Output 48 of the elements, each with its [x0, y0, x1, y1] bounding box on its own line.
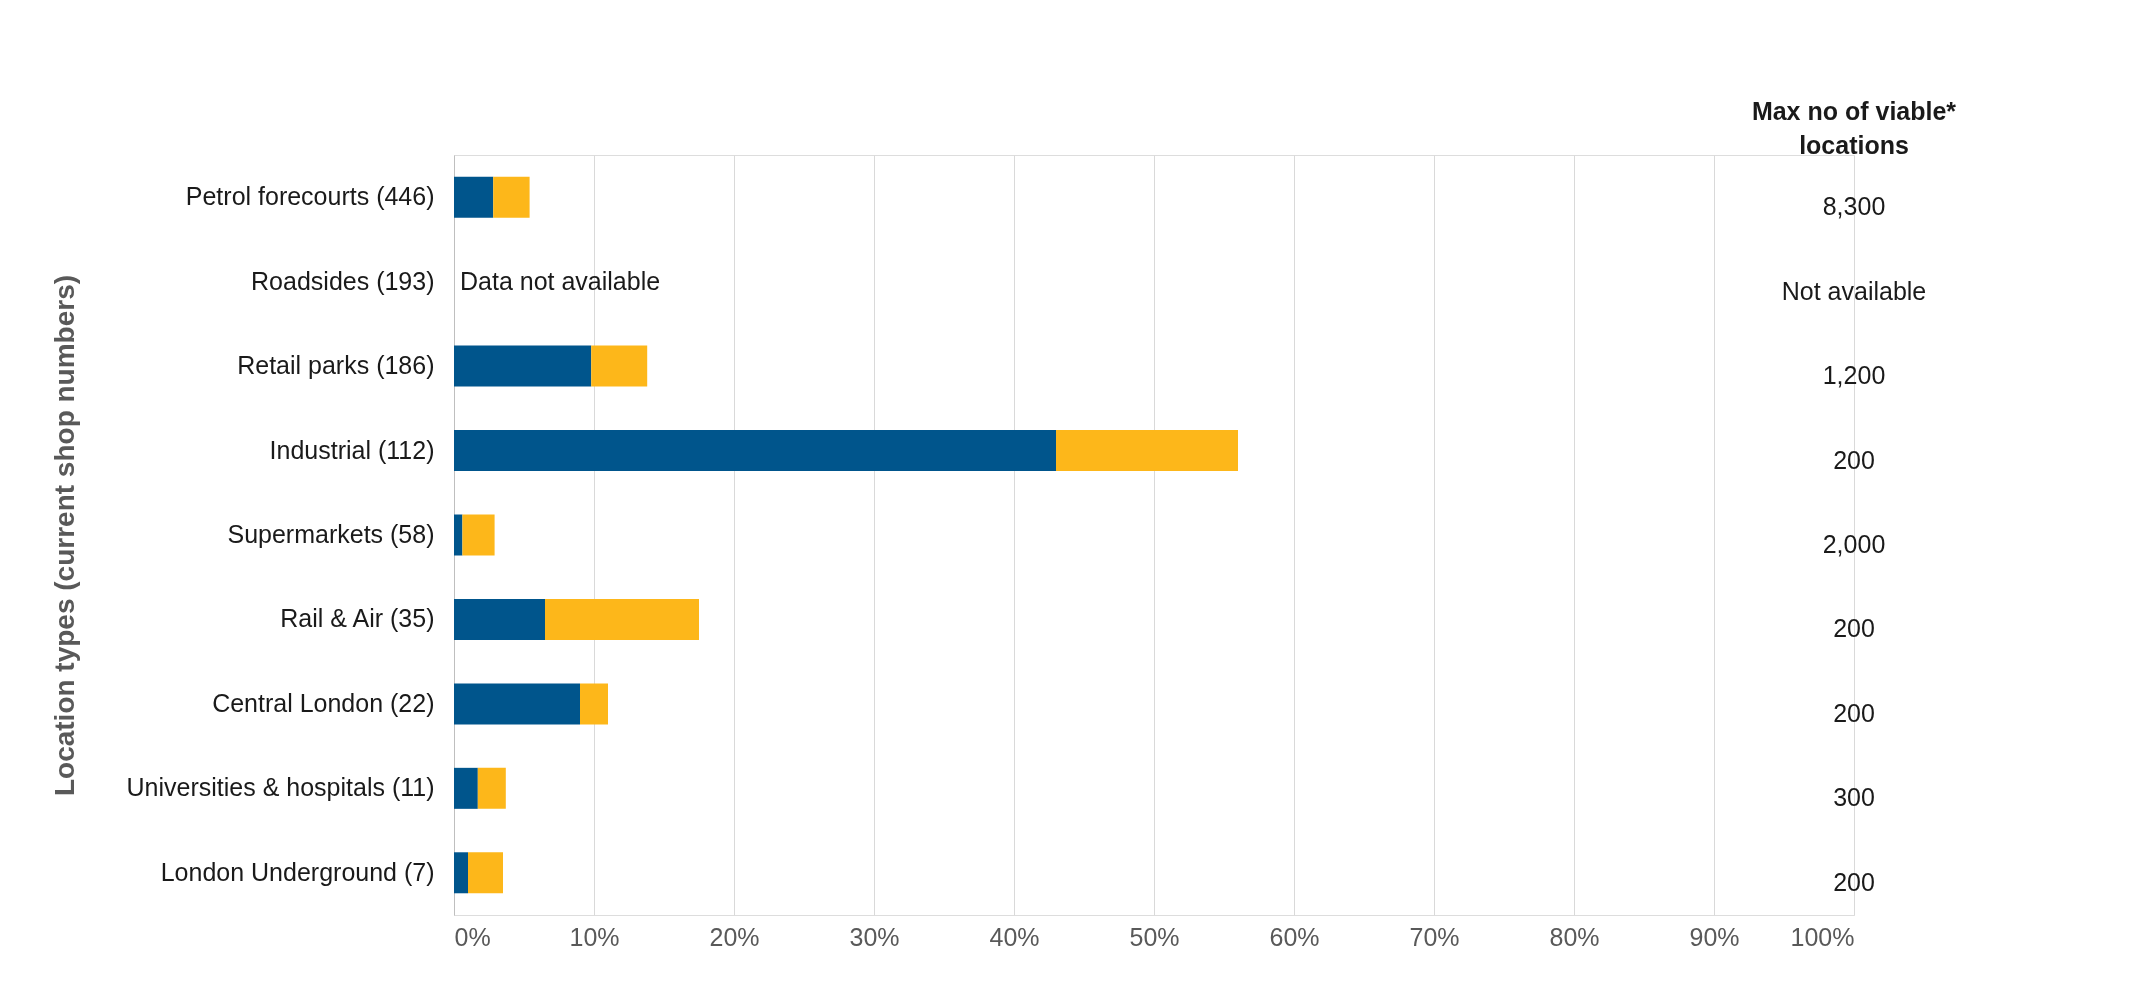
x-tick-label: 90% — [1689, 922, 1740, 951]
bar — [580, 683, 608, 725]
x-tick-label: 0% — [454, 922, 491, 951]
annotation: 200 — [1833, 867, 1875, 896]
x-tick-label: 60% — [1269, 922, 1320, 951]
y-tick-label: London Underground (7) — [160, 857, 435, 886]
annotation: 300 — [1833, 783, 1875, 812]
y-tick-label: Supermarkets (58) — [227, 520, 435, 548]
bar — [545, 598, 699, 640]
x-tick-label: 40% — [989, 922, 1040, 951]
bar — [493, 176, 530, 218]
y-tick-label: Roadsides (193) — [251, 266, 435, 295]
y-tick-label: Universities & hospitals (11) — [126, 773, 435, 802]
y-tick-label: Petrol forecourts (446) — [185, 182, 435, 211]
x-tick-label: 80% — [1549, 922, 1600, 951]
x-tick-label: 50% — [1129, 922, 1180, 951]
annotation: 200 — [1833, 614, 1875, 643]
x-tick-label: 70% — [1409, 922, 1460, 951]
annotation: Data not available — [460, 266, 661, 295]
y-tick-label: Industrial (112) — [269, 435, 435, 464]
bar — [591, 345, 648, 387]
y-tick-label: Rail & Air (35) — [280, 604, 435, 633]
bar — [454, 683, 580, 725]
y-axis-title: Location types (current shop numbers) — [48, 274, 80, 797]
bar — [477, 767, 506, 809]
annotation: Max no of viable* locations — [1751, 97, 1957, 159]
annotation: 1,200 — [1822, 361, 1886, 390]
bar — [454, 345, 592, 387]
bar — [454, 176, 494, 218]
annotation: 2,000 — [1822, 530, 1886, 558]
x-tick-label: 10% — [569, 922, 620, 951]
bar — [454, 598, 545, 640]
bar — [454, 767, 478, 809]
bar — [462, 514, 495, 556]
x-tick-label: 100% — [1790, 922, 1855, 951]
annotation: 8,300 — [1822, 192, 1886, 221]
x-tick-label: 20% — [709, 922, 760, 951]
bar — [454, 430, 1056, 472]
bar — [454, 852, 468, 894]
x-tick-label: 30% — [849, 922, 900, 951]
y-tick-label: Central London (22) — [212, 688, 435, 717]
bar — [1056, 430, 1238, 472]
annotation: Not available — [1781, 276, 1927, 305]
annotation: 200 — [1833, 445, 1875, 474]
bar — [454, 514, 463, 556]
bar — [468, 852, 503, 894]
annotation: 200 — [1833, 698, 1875, 727]
y-tick-label: Retail parks (186) — [237, 351, 435, 380]
